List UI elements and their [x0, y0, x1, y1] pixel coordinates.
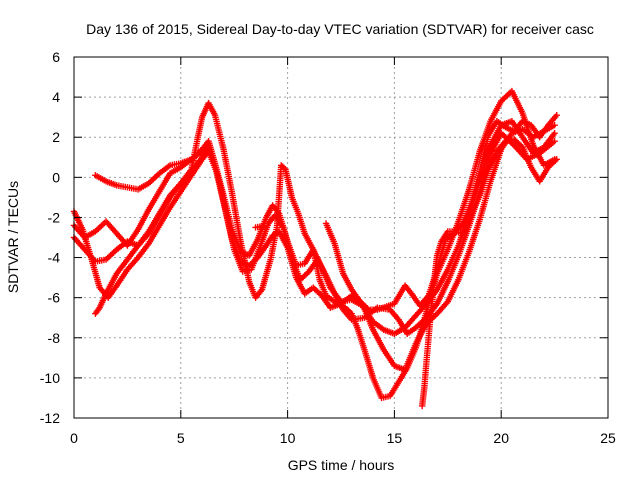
data-point	[260, 222, 268, 230]
data-point	[517, 142, 525, 150]
data-point	[553, 111, 560, 119]
y-tick-label: -6	[48, 290, 61, 306]
data-point	[551, 130, 558, 137]
x-tick-label: 5	[177, 430, 185, 446]
y-tick-label: 2	[52, 129, 60, 145]
x-tick-label: 15	[387, 430, 403, 446]
data-point	[280, 164, 288, 172]
y-tick-label: -2	[48, 209, 61, 225]
y-tick-label: -10	[40, 370, 60, 386]
x-tick-label: 25	[600, 430, 616, 446]
y-tick-label: -4	[48, 250, 61, 266]
x-axis-label: GPS time / hours	[288, 457, 395, 473]
y-tick-label: 6	[52, 49, 60, 65]
chart-title: Day 136 of 2015, Sidereal Day-to-day VTE…	[86, 21, 594, 37]
y-tick-label: -12	[40, 410, 60, 426]
data-point	[551, 138, 558, 145]
plot-frame	[73, 56, 609, 419]
x-tick-label: 20	[493, 430, 509, 446]
y-axis-label: SDTVAR / TECUs	[5, 181, 21, 293]
data-point	[551, 121, 558, 129]
axis-ticks: 0 5 10 15 20 25 -12 -10 -8 -6 -4 -2 0 2 4 6	[40, 49, 616, 446]
data-point	[364, 305, 371, 312]
data-point	[552, 157, 559, 164]
x-tick-label: 0	[70, 430, 78, 446]
x-tick-label: 10	[280, 430, 296, 446]
y-tick-label: 4	[52, 89, 60, 105]
data-points	[70, 87, 560, 410]
y-tick-label: 0	[52, 169, 60, 185]
y-tick-label: -8	[48, 330, 61, 346]
data-point	[203, 146, 211, 153]
data-point	[553, 156, 560, 163]
